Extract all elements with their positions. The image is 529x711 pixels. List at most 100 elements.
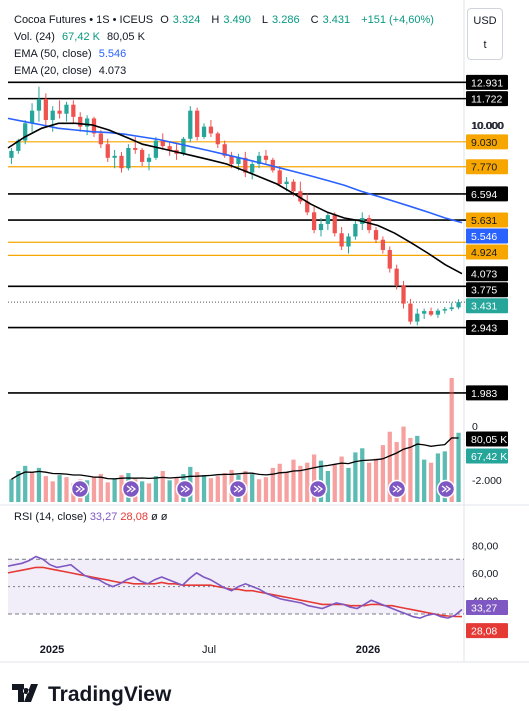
- volume-bar: [373, 458, 379, 502]
- volume-bar: [449, 378, 454, 502]
- ema50-value: 5.546: [98, 48, 127, 60]
- volume-bar: [277, 463, 282, 502]
- ema50-line: [7, 117, 463, 224]
- change-value: +151 (+4,60%): [361, 14, 434, 26]
- candle-body: [311, 212, 317, 231]
- volume-bar: [16, 471, 21, 502]
- candle-body: [23, 123, 28, 141]
- volume-bar: [263, 477, 269, 502]
- rsi-tag: 33,27: [466, 599, 508, 615]
- candle: [428, 307, 434, 317]
- candle-body: [387, 249, 392, 269]
- rewind-icon-glyph: [392, 485, 403, 493]
- price-tag-bg: [466, 134, 508, 150]
- open-label: O: [160, 14, 169, 26]
- candle: [346, 233, 351, 254]
- candle-body: [401, 285, 406, 304]
- candle: [394, 264, 399, 290]
- volume-bar: [50, 481, 55, 502]
- price-tag-bg: [466, 212, 508, 228]
- price-tag-label: 12.931: [471, 77, 503, 89]
- candle: [146, 153, 152, 171]
- candle: [298, 181, 303, 205]
- candle: [401, 280, 406, 309]
- volume-bar: [408, 437, 413, 502]
- candle-body: [64, 104, 69, 114]
- candle-body: [449, 307, 454, 310]
- candle: [380, 236, 386, 254]
- rsi-tag: 28,08: [466, 623, 508, 639]
- candle: [318, 218, 324, 237]
- volume-bar: [367, 462, 372, 502]
- candle-body: [346, 236, 351, 247]
- volume-bar: [422, 459, 427, 502]
- candle-body: [380, 239, 386, 250]
- candle-body: [284, 181, 289, 185]
- candle-body: [339, 233, 344, 247]
- x-axis-label: 2025: [40, 644, 64, 656]
- candle-body: [16, 140, 21, 151]
- price-tag: 5.631: [466, 212, 508, 228]
- x-axis-label: Jul: [202, 644, 216, 656]
- candle: [43, 93, 48, 127]
- price-tag: 4.924: [466, 244, 508, 260]
- candle: [23, 120, 28, 145]
- volume-label: Vol. (24): [14, 31, 55, 43]
- price-tag-label: 3.775: [471, 285, 497, 297]
- candle: [256, 151, 262, 169]
- close-value: 3.431: [322, 14, 351, 26]
- candle-body: [112, 155, 117, 158]
- volume-bar: [222, 473, 227, 502]
- candle-body: [456, 302, 461, 308]
- tradingview-logo[interactable]: TradingView: [12, 682, 171, 708]
- currency-button[interactable]: USD t: [467, 8, 503, 60]
- price-tag-bg: [466, 298, 508, 314]
- candle-body: [256, 155, 262, 164]
- volume-bar: [98, 474, 103, 502]
- candle: [449, 302, 454, 312]
- volume-tag-label: 67,42 K: [471, 451, 507, 463]
- price-tag: 5.546: [466, 228, 508, 244]
- rewind-icon-glyph: [441, 485, 452, 493]
- volume-bar: [270, 467, 275, 502]
- volume-axis-tick: 0: [472, 421, 478, 433]
- candle: [415, 308, 420, 326]
- candle-body: [277, 170, 282, 185]
- volume-bar: [353, 452, 358, 502]
- candle-body: [84, 118, 90, 127]
- high-value: 3.490: [223, 14, 251, 26]
- volume-bar: [64, 477, 69, 502]
- volume-bar: [250, 474, 255, 502]
- price-tag-label: 5.631: [471, 215, 497, 227]
- volume-bar: [442, 451, 447, 502]
- candle-body: [201, 126, 207, 137]
- price-tag: 3.775: [466, 282, 508, 298]
- rsi-tag-bg: [466, 623, 508, 639]
- x-axis-label: 2026: [356, 644, 380, 656]
- candle-body: [332, 215, 337, 234]
- volume-value-b: 80,05 K: [107, 31, 145, 43]
- candle-body: [188, 110, 193, 139]
- volume-bar: [325, 471, 330, 502]
- volume-bar: [119, 475, 124, 502]
- rewind-icon-glyph: [313, 485, 324, 493]
- currency-label: USD: [473, 15, 497, 27]
- rsi-tag-bg: [466, 599, 508, 615]
- volume-bar: [339, 456, 344, 502]
- rewind-icon: [387, 479, 407, 499]
- close-label: C: [310, 14, 319, 26]
- candle: [119, 151, 124, 173]
- volume-bar: [291, 459, 296, 502]
- volume-bar: [298, 465, 303, 502]
- candle-body: [305, 201, 310, 213]
- rsi-ma-value: 28,08: [120, 511, 148, 523]
- currency-unit: t: [483, 39, 487, 51]
- candle: [353, 220, 358, 240]
- volume-bar: [160, 471, 165, 502]
- rsi-sym-b: ø: [160, 511, 168, 523]
- candle-body: [298, 191, 303, 202]
- candle: [339, 226, 344, 250]
- candle: [195, 107, 200, 141]
- volume-bar: [29, 473, 35, 502]
